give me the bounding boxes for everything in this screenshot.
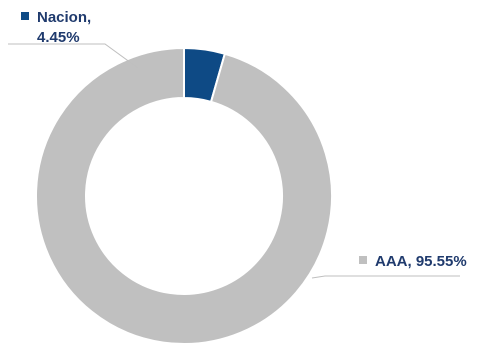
leader-line-nacion	[8, 43, 139, 69]
label-nacion-name: Nacion,	[37, 9, 91, 26]
slice-aaa	[35, 46, 333, 345]
label-aaa-marker	[359, 256, 367, 264]
leader-line-aaa	[311, 275, 460, 279]
label-nacion: Nacion, 4.45%	[8, 9, 139, 69]
label-aaa-text: AAA, 95.55%	[375, 253, 467, 270]
donut-slices	[35, 46, 333, 345]
label-aaa: AAA, 95.55%	[311, 253, 467, 279]
label-nacion-marker	[21, 12, 29, 20]
label-nacion-value: 4.45%	[37, 29, 80, 46]
